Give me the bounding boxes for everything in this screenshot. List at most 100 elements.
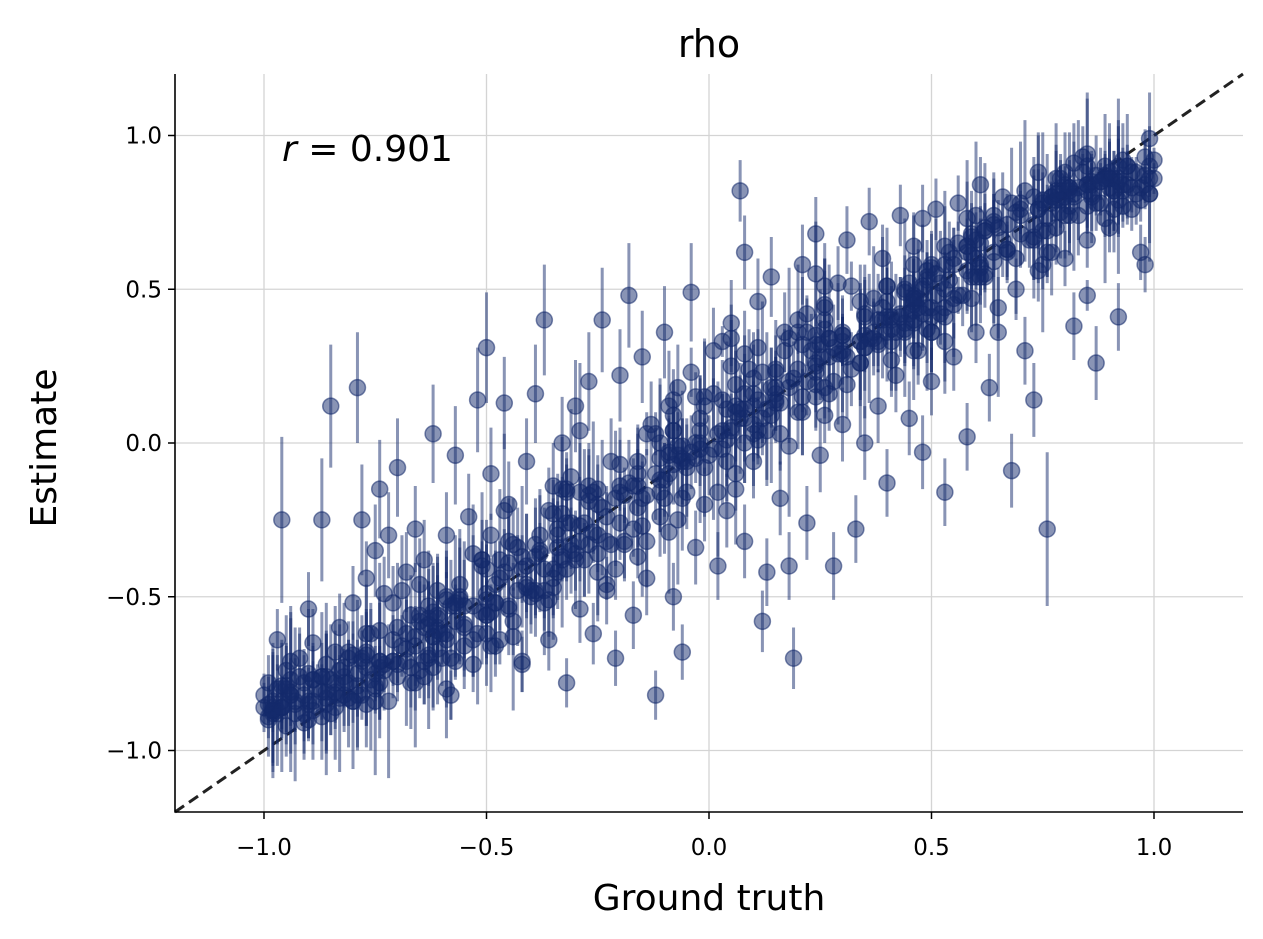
data-point xyxy=(366,541,384,560)
data-point xyxy=(629,498,647,517)
data-point xyxy=(384,631,402,649)
data-point xyxy=(313,511,331,529)
data-point xyxy=(651,483,669,501)
data-point xyxy=(1025,215,1043,234)
data-point xyxy=(593,311,611,329)
data-point xyxy=(807,265,825,283)
data-point xyxy=(273,677,291,695)
data-point xyxy=(695,458,714,477)
data-point xyxy=(749,292,767,311)
data-point xyxy=(415,551,433,569)
data-point xyxy=(557,480,576,498)
data-point xyxy=(798,372,816,391)
data-point xyxy=(566,397,585,415)
data-point xyxy=(967,323,985,342)
data-point xyxy=(949,194,967,212)
data-point xyxy=(277,717,295,735)
data-point xyxy=(424,425,442,443)
data-point xyxy=(820,329,838,348)
data-point xyxy=(584,523,603,541)
data-point xyxy=(1016,342,1034,360)
y-tick-label: −1.0 xyxy=(106,739,162,765)
data-point xyxy=(780,437,798,455)
data-point xyxy=(553,504,571,523)
data-point xyxy=(535,311,554,329)
data-point xyxy=(882,351,901,369)
data-point xyxy=(793,255,812,274)
data-point xyxy=(793,403,812,421)
data-point xyxy=(1109,308,1128,326)
data-point xyxy=(936,237,954,255)
chart-title: rho xyxy=(678,22,740,66)
data-point xyxy=(611,366,629,385)
data-point xyxy=(330,618,349,637)
data-point xyxy=(353,511,371,529)
data-point xyxy=(357,646,376,664)
data-point xyxy=(664,406,683,425)
data-point xyxy=(695,388,714,406)
data-point xyxy=(1123,179,1141,197)
data-point xyxy=(299,664,318,683)
data-point xyxy=(887,366,905,385)
data-point xyxy=(726,403,745,421)
data-point xyxy=(1078,286,1096,305)
data-point xyxy=(686,538,705,557)
data-point xyxy=(428,606,447,624)
data-point xyxy=(1140,185,1159,203)
data-point xyxy=(718,501,736,520)
data-point xyxy=(357,624,376,643)
data-point xyxy=(580,372,598,391)
data-point xyxy=(1011,225,1030,243)
data-point xyxy=(597,575,616,594)
data-point xyxy=(388,458,407,477)
x-axis-title: Ground truth xyxy=(593,878,826,919)
data-point xyxy=(624,520,643,538)
data-point xyxy=(1029,163,1048,182)
data-point xyxy=(606,560,625,578)
data-point xyxy=(735,243,754,262)
data-point xyxy=(513,652,531,671)
data-point xyxy=(637,532,656,551)
data-point xyxy=(873,249,892,268)
data-point xyxy=(464,631,482,649)
data-point xyxy=(584,483,603,501)
data-point xyxy=(722,418,740,437)
y-tick-label: 1.0 xyxy=(125,124,162,150)
data-point xyxy=(468,391,487,409)
data-point xyxy=(473,603,491,621)
data-point xyxy=(936,298,954,317)
data-point xyxy=(540,631,558,649)
data-point xyxy=(1136,255,1154,274)
data-point xyxy=(749,421,767,440)
data-point xyxy=(624,606,643,624)
data-point xyxy=(811,446,829,465)
data-point xyxy=(851,354,870,372)
data-point xyxy=(637,569,656,588)
data-points xyxy=(255,129,1163,735)
data-point xyxy=(557,560,576,578)
data-point xyxy=(726,480,745,498)
data-point xyxy=(927,265,945,283)
data-point xyxy=(553,434,571,452)
data-point xyxy=(1056,163,1074,182)
data-point xyxy=(989,323,1007,342)
data-point xyxy=(735,345,754,363)
data-point xyxy=(370,480,389,498)
data-point xyxy=(762,268,781,286)
x-tick-label: −0.5 xyxy=(459,835,515,861)
correlation-value: = 0.901 xyxy=(297,129,453,170)
data-point xyxy=(375,584,393,603)
data-point xyxy=(869,397,887,415)
data-point xyxy=(927,200,945,219)
data-point xyxy=(1007,280,1025,298)
data-point xyxy=(1087,166,1105,185)
data-point xyxy=(473,557,491,575)
data-point xyxy=(1047,185,1065,203)
data-point xyxy=(1007,203,1025,222)
data-point xyxy=(477,338,496,357)
data-point xyxy=(815,277,834,295)
data-point xyxy=(571,421,589,440)
data-point xyxy=(784,649,803,667)
data-point xyxy=(945,348,963,366)
